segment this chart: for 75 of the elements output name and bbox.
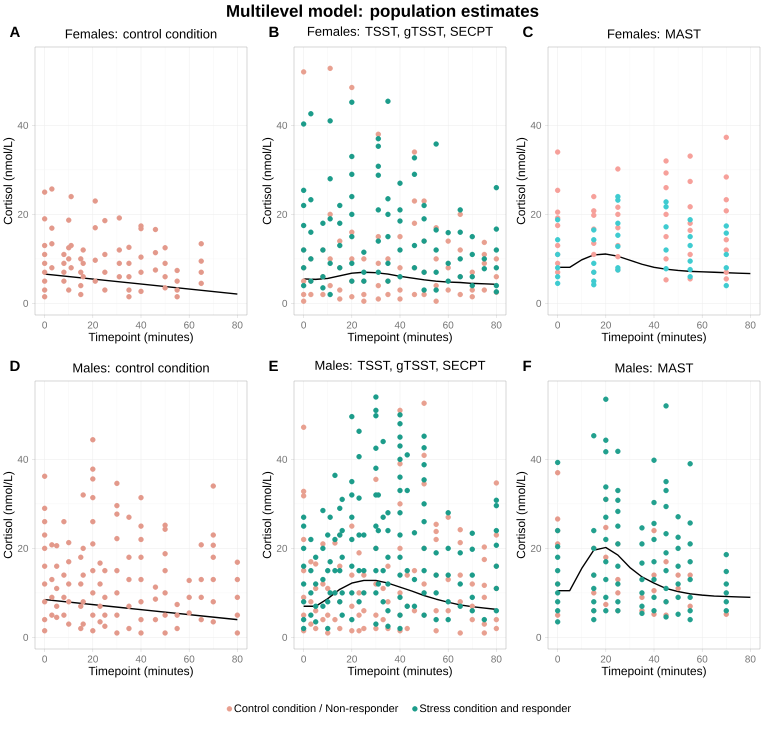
chart-title: Females: TSST, gTSST, SECPT <box>308 26 493 38</box>
text: B <box>270 26 279 37</box>
text: Multilevel model: population estimates <box>227 4 538 20</box>
x-axis-title: Timepoint (minutes) <box>348 332 452 344</box>
chart-title: Females: MAST <box>608 28 701 38</box>
x-tick-label: 20 <box>346 322 357 329</box>
x-tick-label: 20 <box>600 322 611 329</box>
y-axis-title: Cortisol (nmol/L) <box>262 138 274 224</box>
y-tick-label: 0 <box>536 300 542 307</box>
legend-label: Control condition / Non-responder <box>234 704 398 714</box>
x-tick-label: 40 <box>394 322 406 329</box>
y-tick-label: 20 <box>276 544 288 552</box>
x-tick-label: 0 <box>555 656 560 663</box>
y-tick-label: 40 <box>276 122 288 129</box>
chart-title: Males: MAST <box>616 362 694 372</box>
x-tick-label: 60 <box>443 322 454 329</box>
y-tick-label: 20 <box>530 210 542 218</box>
chart-title: Females: control condition <box>66 28 216 38</box>
x-axis-title: Timepoint (minutes) <box>88 332 193 344</box>
x-tick-label: 0 <box>42 322 48 329</box>
y-tick-label: 0 <box>536 634 542 641</box>
x-axis-title: Timepoint (minutes) <box>88 666 193 678</box>
y-tick-label: 0 <box>282 300 288 307</box>
y-tick-label: 40 <box>530 456 542 463</box>
x-axis-title: Timepoint (minutes) <box>348 666 452 678</box>
y-axis-title: Cortisol (nmol/L) <box>516 138 528 224</box>
y-axis-title: Cortisol (nmol/L) <box>3 138 15 224</box>
y-axis-title: Cortisol (nmol/L) <box>262 472 274 558</box>
y-tick-label: 0 <box>23 300 28 307</box>
y-tick-label: 0 <box>282 634 288 641</box>
y-axis-title: Cortisol (nmol/L) <box>3 472 15 558</box>
y-tick-label: 40 <box>276 456 288 463</box>
x-tick-label: 20 <box>600 656 611 663</box>
x-axis-title: Timepoint (minutes) <box>602 332 706 344</box>
x-tick-label: 0 <box>42 656 48 663</box>
text: E <box>270 360 278 371</box>
y-tick-label: 20 <box>18 544 28 552</box>
x-tick-label: 60 <box>443 656 454 663</box>
text: F <box>524 360 532 371</box>
x-tick-label: 0 <box>301 656 306 663</box>
x-tick-label: 40 <box>648 656 660 663</box>
x-tick-label: 20 <box>88 322 98 329</box>
x-tick-label: 20 <box>346 656 357 663</box>
y-tick-label: 0 <box>23 634 28 641</box>
y-axis-title: Cortisol (nmol/L) <box>516 472 528 558</box>
x-tick-label: 0 <box>555 322 560 329</box>
x-tick-label: 0 <box>301 322 306 329</box>
y-tick-label: 20 <box>18 210 28 218</box>
x-tick-label: 40 <box>394 656 406 663</box>
x-tick-label: 40 <box>648 322 660 329</box>
y-tick-label: 40 <box>18 456 28 463</box>
x-tick-label: 40 <box>136 656 146 663</box>
text: D <box>10 360 20 371</box>
legend-label: Stress condition and responder <box>420 704 571 714</box>
text: C <box>523 26 533 38</box>
y-tick-label: 20 <box>530 544 542 552</box>
chart-title: Males: control condition <box>73 362 209 372</box>
text: A <box>10 26 20 37</box>
y-tick-label: 20 <box>276 210 288 218</box>
x-tick-label: 60 <box>697 322 708 329</box>
x-axis-title: Timepoint (minutes) <box>602 666 706 678</box>
x-tick-label: 80 <box>232 322 243 329</box>
y-tick-label: 40 <box>530 122 542 129</box>
x-tick-label: 80 <box>491 322 502 329</box>
y-tick-label: 40 <box>18 122 28 129</box>
x-tick-label: 60 <box>184 656 194 663</box>
x-tick-label: 80 <box>745 656 756 663</box>
x-tick-label: 20 <box>88 656 98 663</box>
x-tick-label: 80 <box>232 656 243 663</box>
x-tick-label: 80 <box>491 656 502 663</box>
x-tick-label: 40 <box>136 322 146 329</box>
chart-title: Males: TSST, gTSST, SECPT <box>316 360 486 372</box>
x-tick-label: 80 <box>745 322 756 329</box>
x-tick-label: 60 <box>184 322 194 329</box>
x-tick-label: 60 <box>697 656 708 663</box>
